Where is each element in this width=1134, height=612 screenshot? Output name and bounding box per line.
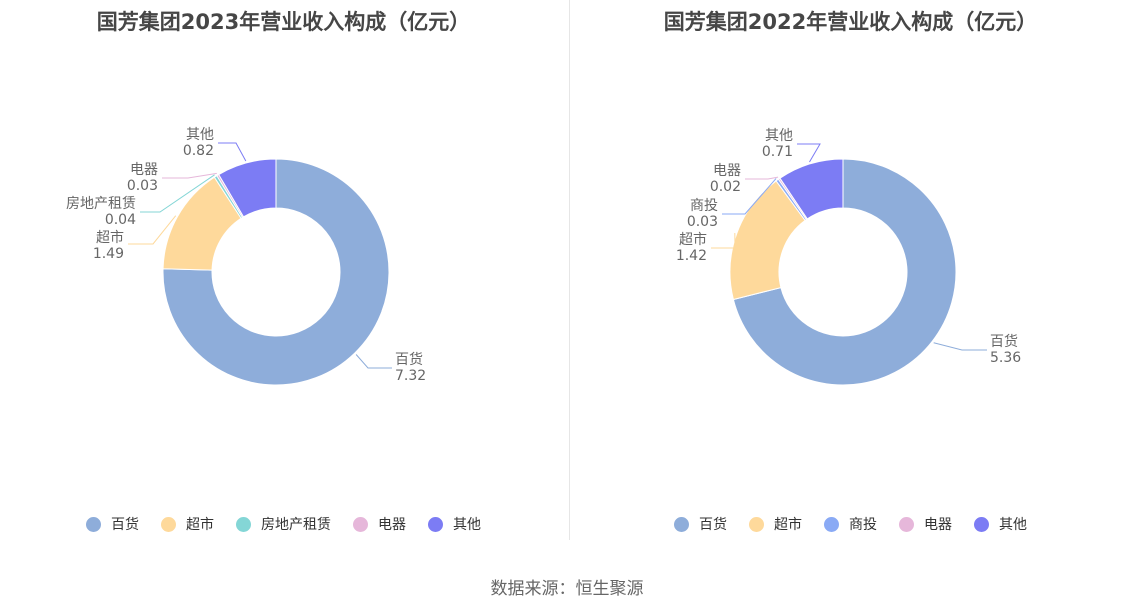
donut-chart-2022: 百货5.36 超市1.42 商投0.03 电器0.02 其他0.71 <box>676 128 1021 386</box>
legend-marker <box>428 516 443 532</box>
slice-label: 商投 <box>690 198 718 214</box>
slice-value-label: 7.32 <box>395 368 426 384</box>
leader-line <box>162 172 217 179</box>
leader-line <box>140 174 215 213</box>
legend-marker <box>674 516 689 532</box>
legend-item[interactable]: 超市 <box>161 514 214 534</box>
legend-item[interactable]: 超市 <box>749 514 802 534</box>
legend-marker <box>899 516 914 532</box>
legend-label: 超市 <box>186 517 214 533</box>
chart-2022: 国芳集团2022年营业收入构成（亿元） 百货 5.36 超市 1.42 商投 0.03 电器… <box>567 0 1134 560</box>
slice-value-label: 0.02 <box>710 179 741 195</box>
legend-item[interactable]: 电器 <box>353 514 406 534</box>
legend-item[interactable]: 电器 <box>899 514 952 534</box>
chart-2023: 国芳集团2023年营业收入构成（亿元） 百货 7.32 超市 1.49 房地产租赁 0.0… <box>0 0 567 560</box>
legend-label: 超市 <box>774 517 802 533</box>
legend-label: 百货 <box>699 517 727 533</box>
slice-label: 超市 <box>679 231 707 248</box>
legend-label: 房地产租赁 <box>261 517 331 533</box>
chart-title-2023: 国芳集团2023年营业收入构成（亿元） <box>96 10 471 34</box>
legend-item[interactable]: 商投 <box>824 514 877 534</box>
legend-marker <box>749 516 764 532</box>
legend-item[interactable]: 其他 <box>428 514 481 534</box>
legend-marker <box>824 516 839 532</box>
leader-line <box>745 176 779 180</box>
legend-2022: 百货 超市 商投 电器 其他 <box>567 514 1134 534</box>
leader-line <box>933 342 987 351</box>
slice-label: 电器 <box>130 162 158 178</box>
slice-value-label: 0.03 <box>127 178 158 194</box>
slice-value-label: 0.03 <box>687 214 718 230</box>
leader-line <box>355 354 392 369</box>
slice-label: 百货 <box>395 351 423 368</box>
legend-item[interactable]: 房地产租赁 <box>236 514 331 534</box>
slice-label: 其他 <box>186 127 214 143</box>
legend-label: 商投 <box>849 517 877 533</box>
slice-value-label: 5.36 <box>990 350 1021 366</box>
legend-marker <box>353 516 368 532</box>
legend-label: 其他 <box>999 517 1027 533</box>
legend-label: 百货 <box>111 517 139 533</box>
slice-label: 其他 <box>765 128 793 144</box>
legend-marker <box>161 516 176 532</box>
legend-2023: 百货 超市 房地产租赁 电器 其他 <box>0 514 567 534</box>
slice-label: 电器 <box>713 163 741 179</box>
leader-line <box>797 143 821 163</box>
slice-其他 <box>218 158 277 218</box>
chart-title-2022: 国芳集团2022年营业收入构成（亿元） <box>663 10 1038 34</box>
legend-marker <box>974 516 989 532</box>
slice-百货 <box>162 158 390 386</box>
slice-value-label: 0.71 <box>762 144 793 160</box>
leader-line <box>218 142 247 162</box>
slice-value-label: 0.82 <box>183 143 214 159</box>
slice-value-label: 0.04 <box>105 212 136 228</box>
legend-label: 电器 <box>378 517 406 533</box>
slice-label: 超市 <box>96 229 124 246</box>
leader-line <box>128 215 177 245</box>
data-source-footer: 数据来源：恒生聚源 <box>490 579 644 599</box>
slice-百货 <box>732 158 957 386</box>
legend-label: 其他 <box>453 517 481 533</box>
panel-divider <box>569 0 570 540</box>
legend-marker <box>86 516 101 532</box>
legend-label: 电器 <box>924 517 952 533</box>
legend-item[interactable]: 百货 <box>674 514 727 534</box>
leader-line <box>722 178 777 215</box>
leader-line <box>711 233 736 249</box>
legend-item[interactable]: 其他 <box>974 514 1027 534</box>
slice-value-label: 1.42 <box>676 248 707 264</box>
slice-value-label: 1.49 <box>93 246 124 262</box>
legend-marker <box>236 516 251 532</box>
slice-label: 房地产租赁 <box>66 196 136 212</box>
slice-其他 <box>779 158 844 220</box>
slice-label: 百货 <box>990 333 1018 350</box>
legend-item[interactable]: 百货 <box>86 514 139 534</box>
